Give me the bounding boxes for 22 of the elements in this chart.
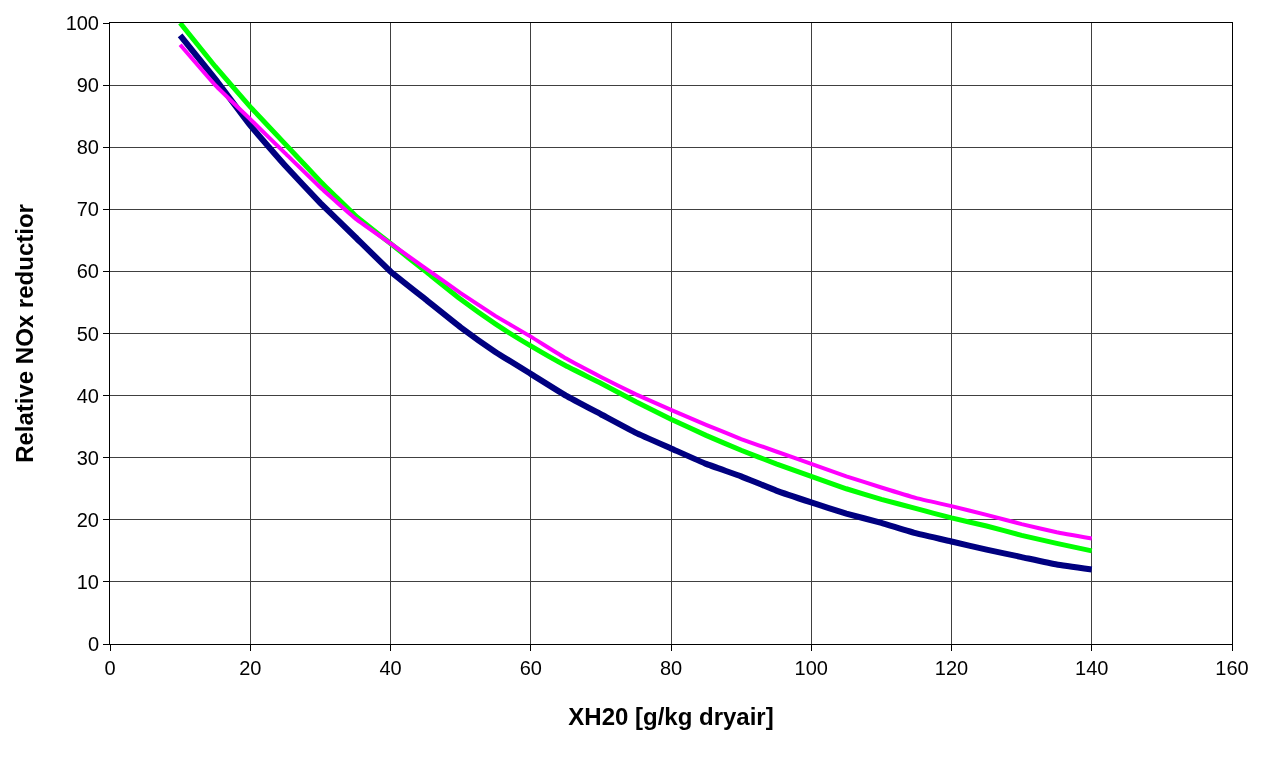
y-tick-label: 0 [87, 633, 99, 655]
y-tick-label: 60 [76, 260, 99, 283]
y-axis-title: Relative NOx reductior [10, 204, 38, 463]
x-tick-label: 40 [379, 657, 402, 679]
x-tick-label: 160 [1215, 657, 1249, 679]
x-tick-label: 60 [519, 657, 542, 679]
y-tick-label: 30 [76, 446, 99, 469]
y-tick-label: 50 [76, 322, 99, 345]
y-tick-label: 100 [65, 12, 99, 34]
y-tick-label: 80 [76, 136, 99, 159]
y-tick-label: 20 [76, 508, 99, 531]
x-tick-label: 80 [659, 657, 683, 679]
x-axis-title: XH20 [g/kg dryair] [568, 703, 774, 731]
x-tick-label: 20 [239, 657, 262, 679]
y-tick-label: 40 [76, 384, 99, 407]
x-tick-label: 100 [794, 657, 828, 679]
y-tick-label: 90 [76, 74, 99, 97]
y-tick-label: 10 [76, 570, 99, 593]
x-tick-label: 120 [934, 657, 969, 679]
x-tick-label: 0 [104, 657, 116, 679]
x-tick-label: 140 [1075, 657, 1109, 679]
y-tick-label: 70 [76, 198, 99, 221]
